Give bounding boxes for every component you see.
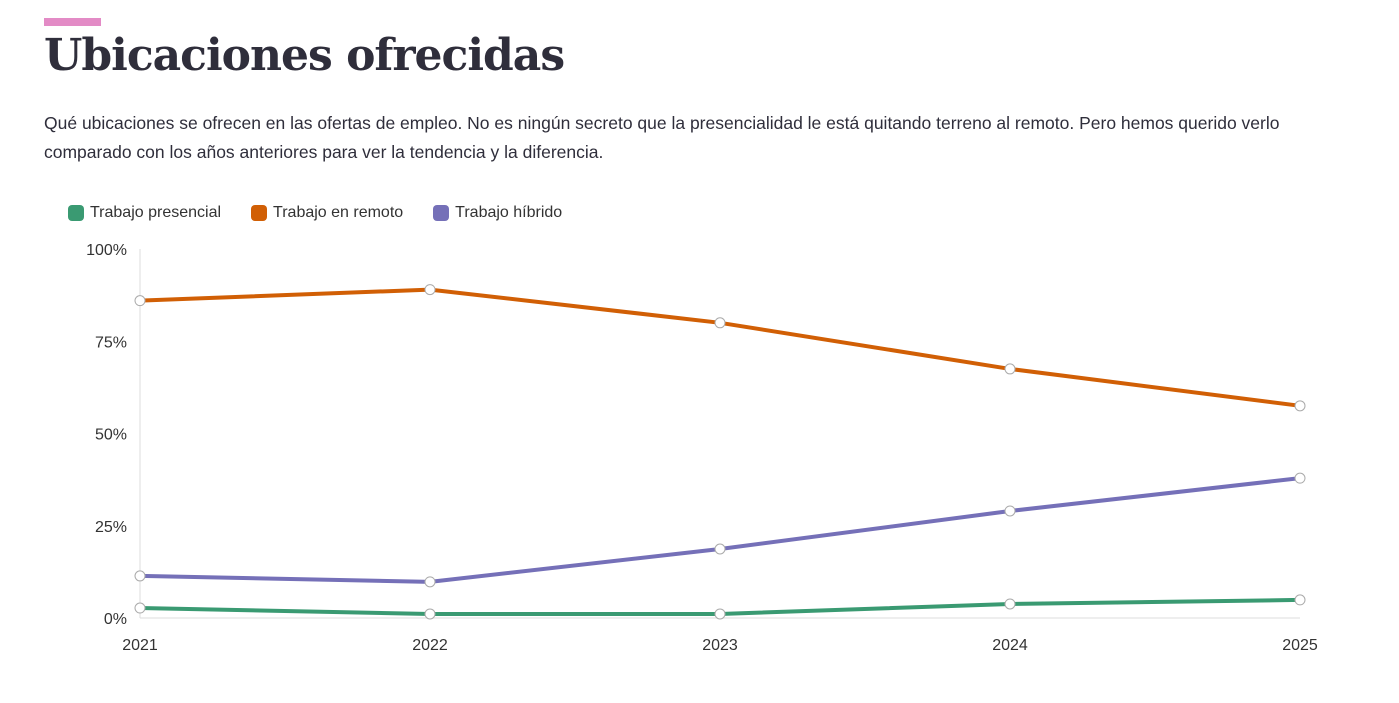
y-tick-label: 0%	[104, 611, 127, 628]
series-line	[139, 287, 1301, 408]
title-accent-bar	[44, 18, 101, 26]
x-tick-label: 2024	[992, 637, 1028, 654]
x-tick-label: 2021	[122, 637, 158, 654]
legend-item[interactable]: Trabajo híbrido	[433, 204, 562, 222]
legend-label: Trabajo híbrido	[455, 204, 563, 221]
data-point	[424, 576, 436, 588]
legend-item[interactable]: Trabajo en remoto	[251, 204, 403, 222]
data-point	[714, 317, 726, 329]
data-point	[1294, 594, 1306, 606]
legend-label: Trabajo presencial	[90, 204, 222, 221]
data-point	[424, 284, 436, 296]
data-point	[714, 543, 726, 555]
legend-item[interactable]: Trabajo presencial	[68, 204, 221, 222]
data-point	[134, 570, 146, 582]
x-tick-label: 2022	[412, 637, 448, 654]
page-title: Ubicaciones ofrecidas	[44, 30, 565, 81]
data-point	[1004, 598, 1016, 610]
data-point	[1294, 472, 1306, 484]
chart-legend: Trabajo presencial Trabajo en remoto Traba…	[68, 204, 562, 222]
legend-label: Trabajo en remoto	[273, 204, 404, 221]
y-tick-label: 25%	[95, 519, 127, 536]
legend-swatch	[68, 205, 84, 221]
series-line	[139, 476, 1301, 584]
legend-swatch	[251, 205, 268, 221]
x-tick-label: 2023	[702, 637, 738, 654]
data-point	[134, 602, 146, 614]
x-tick-label: 2025	[1282, 637, 1318, 654]
data-point	[714, 608, 726, 620]
legend-swatch	[433, 205, 450, 221]
data-point	[134, 295, 146, 307]
data-point	[1004, 363, 1016, 375]
data-point	[1294, 400, 1306, 412]
y-tick-label: 75%	[95, 334, 127, 351]
data-point	[1004, 505, 1016, 517]
chart-description: Qué ubicaciones se ofrecen en las oferta…	[44, 113, 1280, 162]
data-point	[424, 608, 436, 620]
y-tick-label: 100%	[86, 242, 127, 259]
y-tick-label: 50%	[95, 427, 127, 444]
